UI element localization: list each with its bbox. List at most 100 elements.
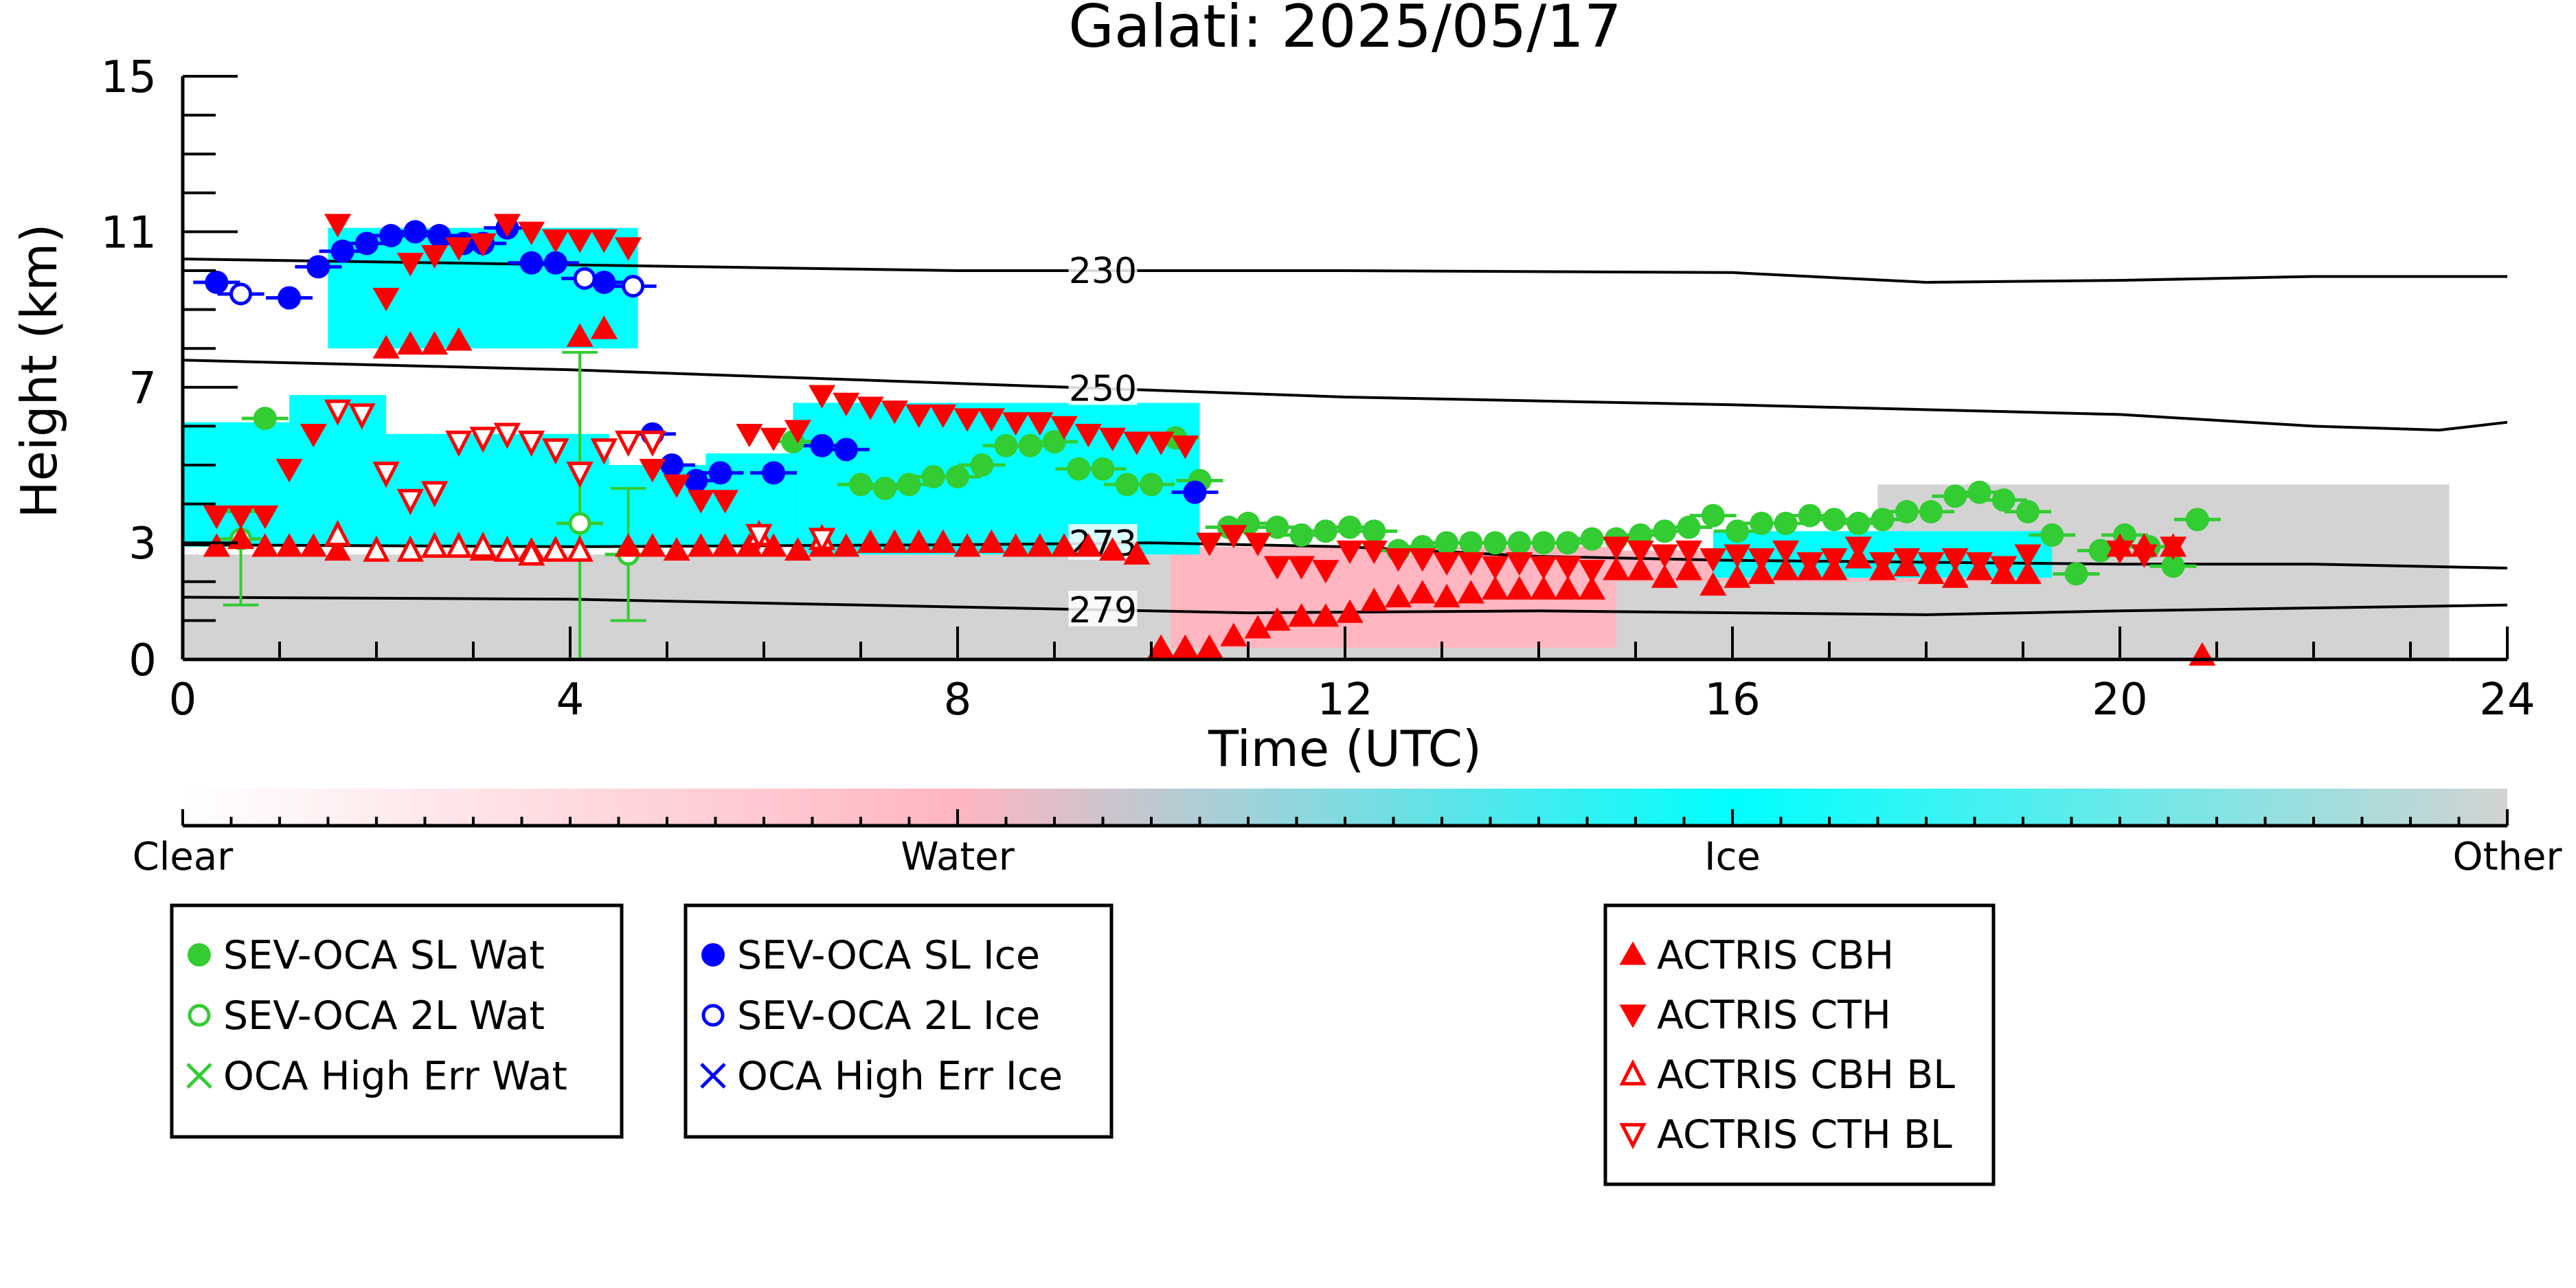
actris-cbh-point-35 bbox=[1074, 533, 1102, 557]
actris-cth-point-56 bbox=[1579, 560, 1606, 584]
sev-oca-sl-wat-point-19 bbox=[1265, 515, 1289, 539]
contour-label-250: 250 bbox=[1069, 369, 1137, 410]
actris-cth-bl-point-10 bbox=[566, 462, 594, 488]
sev-oca-sl-wat-point-23 bbox=[1362, 519, 1386, 543]
sev-oca-sl-wat-point-21 bbox=[1313, 519, 1337, 543]
sev-oca-sl-wat-point-37 bbox=[1701, 504, 1725, 528]
sev-oca-sl-wat-point-11 bbox=[1067, 457, 1091, 481]
colorbar: Clear Water Ice Other bbox=[133, 789, 2563, 879]
actris-cbh-point-23 bbox=[784, 536, 811, 561]
actris-cth-point-77 bbox=[2160, 536, 2187, 561]
legend-label-oca-high-err-wat: OCA High Err Wat bbox=[223, 1054, 567, 1099]
actris-cth-point-22 bbox=[760, 427, 787, 451]
actris-cth-point-71 bbox=[1941, 548, 1969, 572]
actris-cth-point-69 bbox=[1893, 548, 1921, 572]
actris-cbh-point-31 bbox=[978, 529, 1005, 553]
actris-cth-point-20 bbox=[712, 490, 739, 514]
actris-cbh-point-6 bbox=[372, 335, 400, 359]
actris-cbh-point-3 bbox=[275, 533, 303, 557]
sev-oca-sl-wat-point-9 bbox=[1018, 433, 1042, 457]
actris-cth-bl-point-0 bbox=[324, 399, 352, 426]
actris-cth-point-10 bbox=[469, 233, 497, 257]
sev-oca-sl-wat-point-2 bbox=[849, 473, 872, 497]
actris-cbh-point-47 bbox=[1360, 587, 1388, 611]
legend-marker-actris-cbh-bl bbox=[1619, 1059, 1647, 1086]
actris-cth-point-73 bbox=[1990, 556, 2018, 580]
contour-label-230: 230 bbox=[1069, 251, 1137, 292]
actris-cbh-point-44 bbox=[1288, 603, 1315, 627]
actris-cbh-point-50 bbox=[1433, 583, 1460, 608]
x-tick-label-20: 20 bbox=[2092, 675, 2147, 725]
legend-label-oca-high-err-ice: OCA High Err Ice bbox=[737, 1054, 1063, 1099]
actris-cbh-point-20 bbox=[712, 533, 739, 557]
actris-cth-point-70 bbox=[1917, 552, 1945, 576]
actris-cth-point-5 bbox=[324, 214, 352, 238]
colorbar-label-clear: Clear bbox=[133, 835, 234, 879]
sev-oca-sl-ice-point-15 bbox=[660, 453, 684, 477]
actris-cth-point-30 bbox=[953, 408, 981, 432]
actris-cth-point-14 bbox=[566, 229, 594, 253]
actris-cbh-point-62 bbox=[1724, 564, 1751, 588]
actris-cbh-point-18 bbox=[663, 536, 690, 561]
contour-line-230 bbox=[183, 258, 2507, 284]
actris-cth-point-51 bbox=[1457, 552, 1484, 576]
legend-marker-actris-cth-bl bbox=[1619, 1122, 1647, 1150]
actris-cth-bl-point-6 bbox=[469, 427, 497, 453]
legend-marker-oca-high-err-wat bbox=[186, 1063, 212, 1089]
actris-cbh-bl-point-8 bbox=[542, 535, 569, 562]
legend-label-sev-oca-sl-wat: SEV-OCA SL Wat bbox=[223, 933, 545, 978]
x-tick-label-0: 0 bbox=[169, 675, 197, 725]
actris-cth-point-25 bbox=[833, 392, 860, 416]
actris-cbh-point-53 bbox=[1506, 576, 1533, 600]
colorbar-labels: Clear Water Ice Other bbox=[133, 835, 2563, 879]
legend-label-actris-cbh: ACTRIS CBH bbox=[1657, 933, 1894, 978]
actris-cbh-point-5 bbox=[324, 536, 352, 561]
actris-cth-point-57 bbox=[1603, 536, 1630, 561]
legend-marker-sev-oca-2l-wat bbox=[188, 1004, 211, 1027]
actris-cbh-point-26 bbox=[857, 529, 884, 553]
actris-cbh-point-16 bbox=[615, 533, 642, 557]
y-axis-label: Height (km) bbox=[10, 224, 68, 519]
actris-cth-point-40 bbox=[1196, 532, 1223, 556]
actris-cth-bl-point-1 bbox=[348, 403, 376, 430]
sev-oca-sl-wat-point-30 bbox=[1532, 531, 1556, 555]
actris-cth-bl-point-13 bbox=[639, 430, 666, 457]
sev-oca-sl-wat-point-48 bbox=[1967, 480, 1991, 504]
legend-marker-sev-oca-2l-ice bbox=[701, 1004, 725, 1027]
sev-oca-2l-wat-point-1 bbox=[568, 512, 591, 535]
actris-cbh-point-55 bbox=[1554, 576, 1581, 600]
actris-cth-point-38 bbox=[1147, 431, 1175, 455]
actris-cbh-point-25 bbox=[833, 533, 860, 557]
y-tick-label-3: 3 bbox=[128, 519, 157, 569]
actris-cth-bl-point-3 bbox=[396, 488, 424, 515]
sev-oca-sl-wat-point-13 bbox=[1115, 473, 1139, 497]
actris-cth-bl-point-7 bbox=[493, 422, 521, 449]
actris-cbh-point-34 bbox=[1050, 533, 1078, 557]
actris-cth-point-53 bbox=[1506, 552, 1533, 576]
contour-label-bg-230 bbox=[1068, 251, 1138, 287]
sev-oca-sl-ice-point-3 bbox=[330, 239, 354, 263]
actris-cbh-point-54 bbox=[1530, 576, 1557, 600]
actris-cth-point-60 bbox=[1675, 540, 1703, 565]
legend-marker-sev-oca-sl-ice bbox=[701, 943, 725, 967]
actris-cth-bl-point-14 bbox=[745, 523, 773, 550]
actris-cth-bl-point-15 bbox=[808, 528, 836, 554]
actris-cth-point-26 bbox=[857, 396, 884, 420]
sev-oca-sl-wat-point-57 bbox=[2185, 508, 2209, 532]
actris-cth-point-18 bbox=[663, 474, 690, 498]
sev-oca-sl-wat-point-32 bbox=[1580, 527, 1604, 551]
legend-marker-actris-cth bbox=[1619, 1004, 1647, 1028]
x-tick-label-12: 12 bbox=[1317, 675, 1372, 725]
colorbar-label-other: Other bbox=[2452, 835, 2562, 879]
actris-cbh-point-45 bbox=[1312, 603, 1340, 627]
sev-oca-sl-wat-point-31 bbox=[1556, 531, 1580, 555]
actris-cth-point-32 bbox=[1002, 412, 1030, 436]
actris-cbh-point-39 bbox=[1171, 634, 1199, 658]
actris-cth-point-39 bbox=[1171, 436, 1199, 460]
actris-cbh-point-28 bbox=[905, 529, 933, 553]
actris-cbh-point-49 bbox=[1409, 580, 1436, 604]
x-tick-label-8: 8 bbox=[944, 675, 972, 725]
actris-cbh-point-14 bbox=[566, 323, 594, 347]
legend-label-sev-oca-2l-ice: SEV-OCA 2L Ice bbox=[737, 993, 1040, 1039]
